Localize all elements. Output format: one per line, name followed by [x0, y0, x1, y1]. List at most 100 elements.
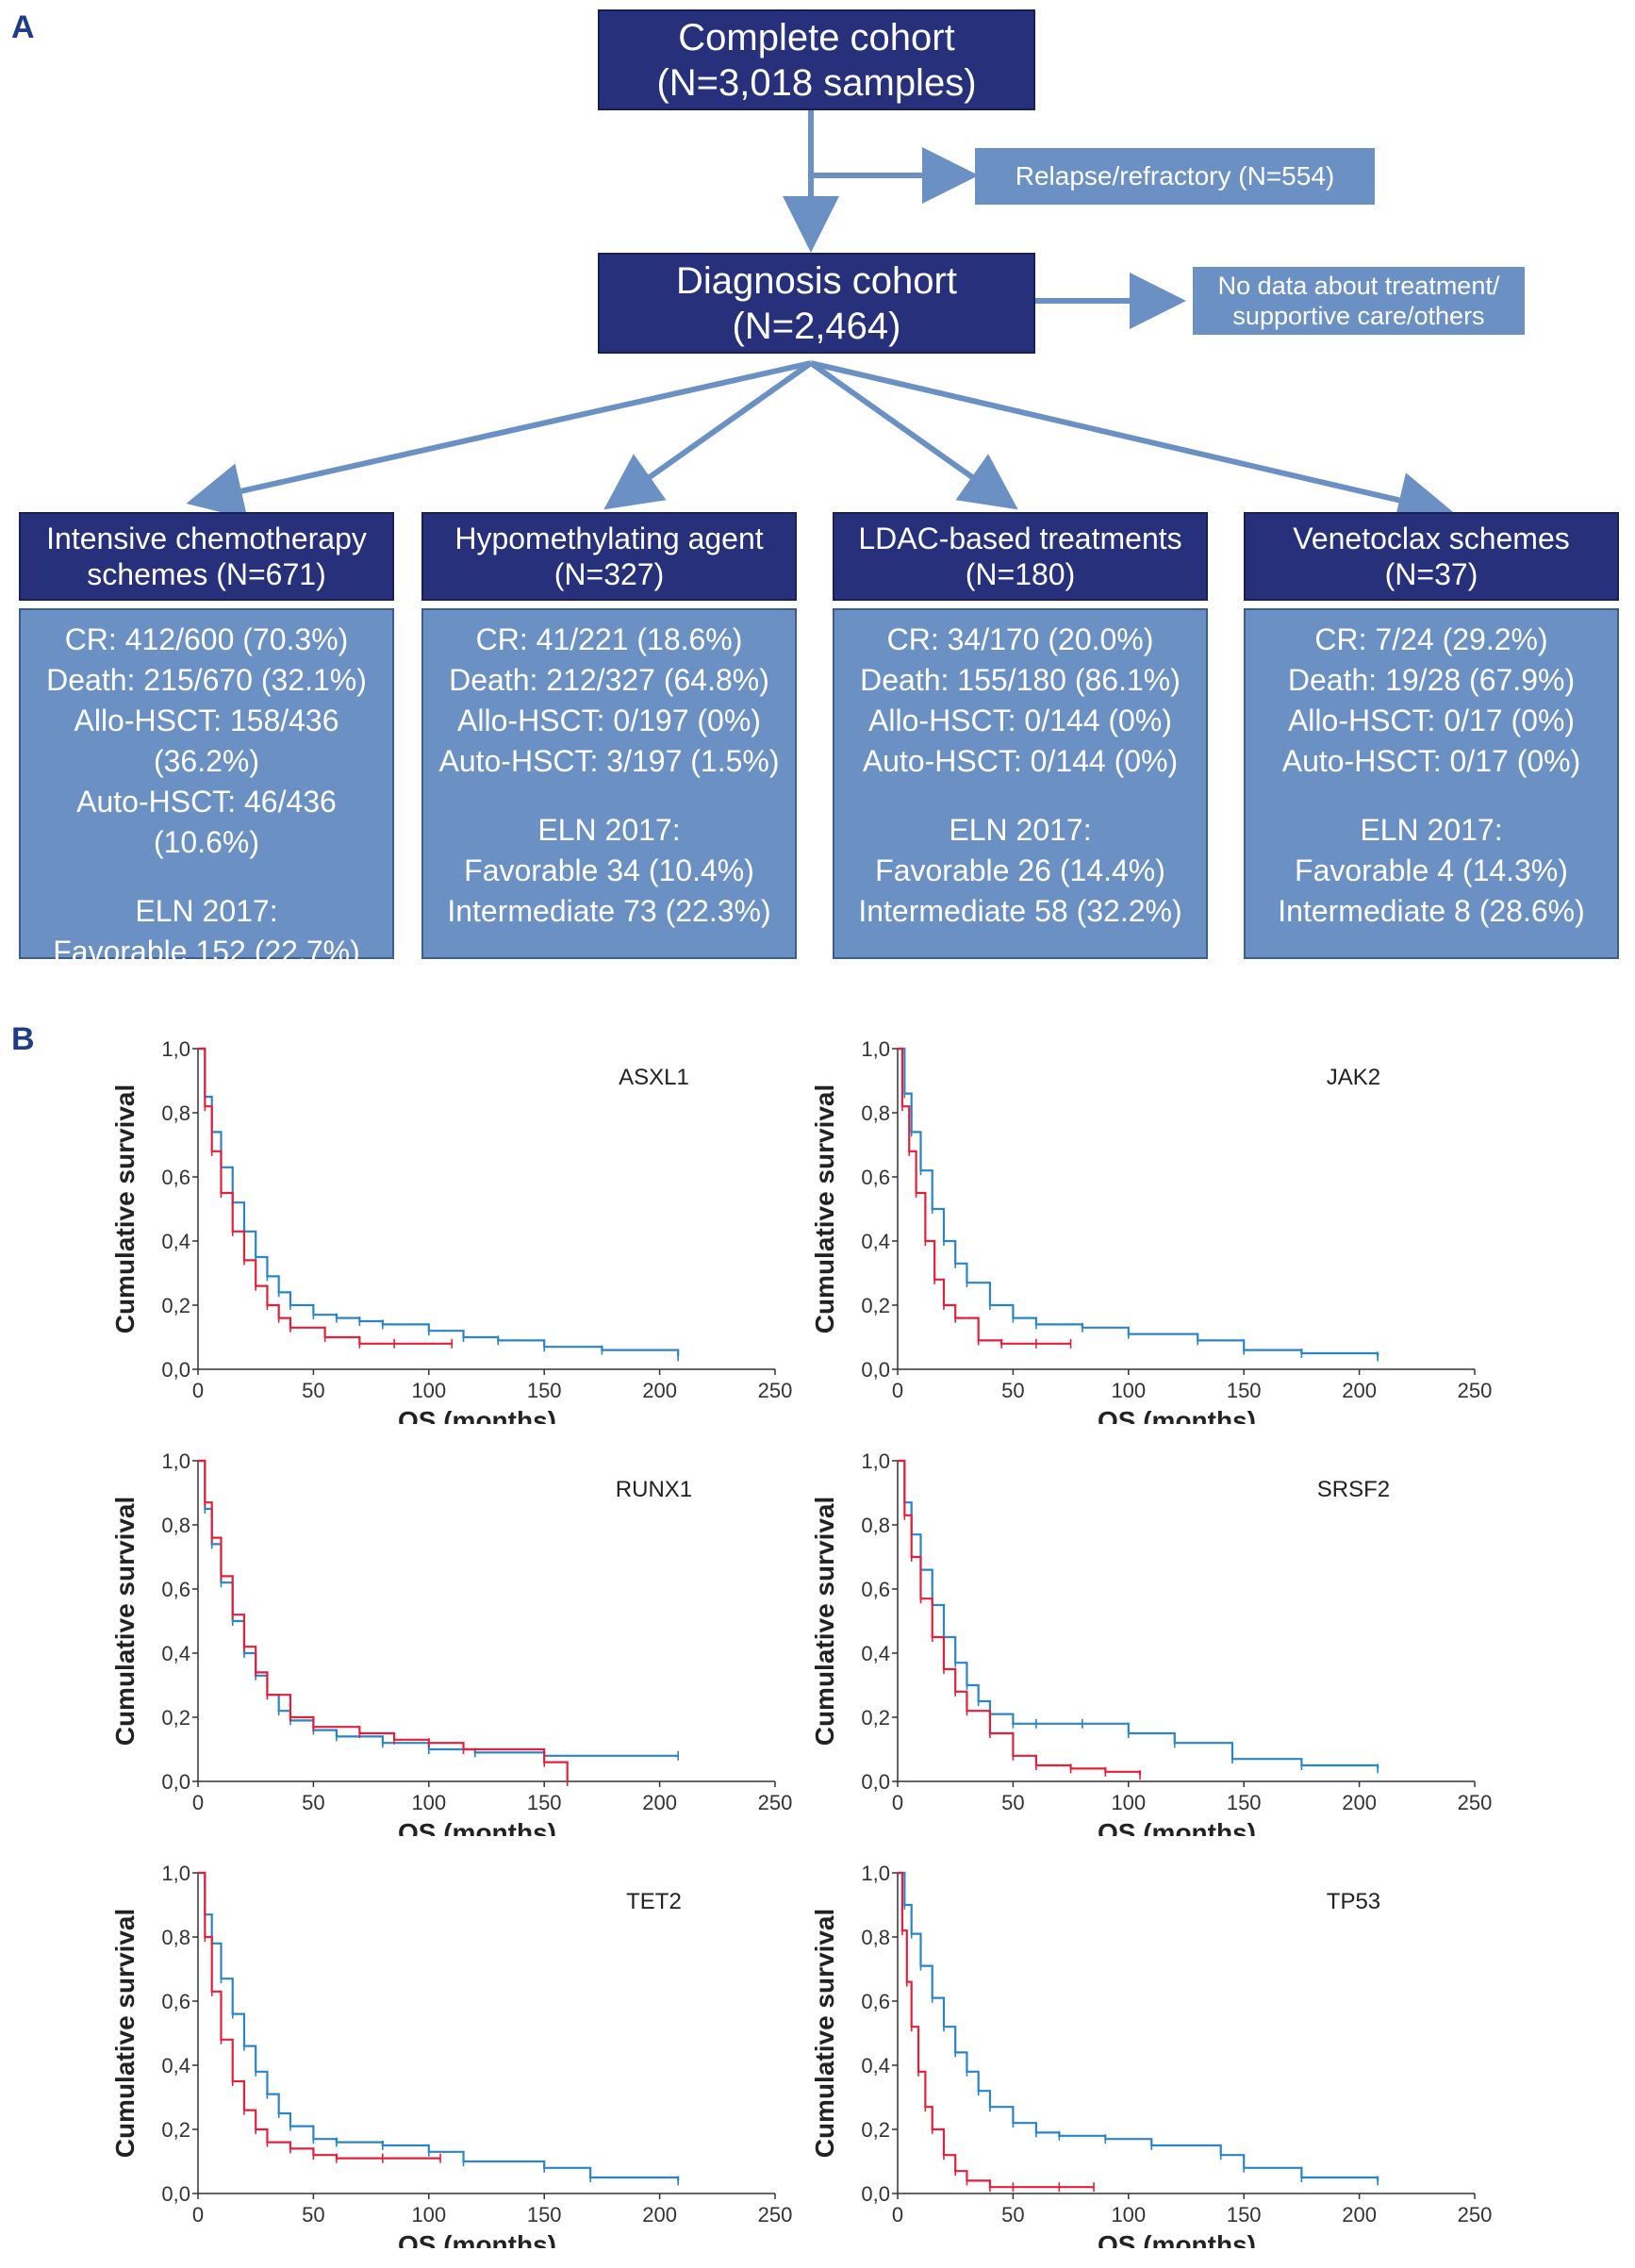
- x-tick-label: 200: [1342, 1791, 1377, 1814]
- nodata-line1: No data about treatment/: [1217, 271, 1500, 300]
- y-tick-label: 0,0: [861, 1770, 890, 1794]
- y-axis-title: Cumulative survival: [810, 1497, 839, 1747]
- y-tick-label: 1,0: [861, 1862, 890, 1885]
- gene-title: TP53: [1327, 1889, 1380, 1914]
- y-tick-label: 0,0: [161, 1770, 190, 1794]
- x-tick-label: 100: [1111, 1379, 1146, 1402]
- hma-header: Hypomethylating agent (N=327): [421, 512, 797, 601]
- x-tick-label: 200: [1342, 2203, 1377, 2227]
- y-tick-label: 0,2: [161, 1294, 190, 1317]
- hma-allo: Allo-HSCT: 0/197 (0%): [457, 704, 761, 737]
- intensive-details: CR: 412/600 (70.3%) Death: 215/670 (32.1…: [19, 608, 394, 1009]
- complete-cohort-title: Complete cohort: [678, 16, 955, 58]
- y-tick-label: 0,8: [161, 1101, 190, 1125]
- y-tick-label: 0,2: [861, 2118, 890, 2142]
- x-tick-label: 100: [411, 1379, 446, 1402]
- venetoclax-header: Venetoclax schemes (N=37): [1244, 512, 1619, 601]
- hma-title-1: Hypomethylating agent: [454, 521, 764, 555]
- y-tick-label: 0,0: [161, 2182, 190, 2206]
- diagnosis-cohort-box: Diagnosis cohort (N=2,464): [598, 253, 1035, 354]
- panel-b-label: B: [11, 1021, 35, 1057]
- x-tick-label: 0: [192, 1379, 204, 1402]
- y-tick-label: 0,0: [861, 2182, 890, 2206]
- venetoclax-auto: Auto-HSCT: 0/17 (0%): [1281, 744, 1581, 778]
- ldac-title-1: LDAC-based treatments: [858, 521, 1182, 555]
- y-tick-label: 0,0: [861, 1358, 890, 1382]
- y-tick-label: 0,4: [861, 1642, 890, 1665]
- x-axis-title: OS (months): [398, 1406, 556, 1424]
- y-tick-label: 0,2: [861, 1294, 890, 1317]
- y-tick-label: 0,6: [861, 1578, 890, 1601]
- x-axis-title: OS (months): [1098, 2230, 1256, 2248]
- y-tick-label: 0,6: [861, 1166, 890, 1189]
- x-tick-label: 250: [758, 2203, 793, 2227]
- x-tick-label: 50: [1001, 2203, 1024, 2227]
- km-chart-tet2: 0,0 0,2 0,4 0,6 0,8 1,0 0 50 100 150 200 250 OS (mon…: [110, 1862, 793, 2248]
- x-tick-label: 0: [892, 1791, 903, 1814]
- y-tick-label: 0,2: [161, 1706, 190, 1730]
- complete-cohort-count: (N=3,018 samples): [656, 61, 977, 104]
- km-line-wildtype: [898, 1047, 1379, 1357]
- y-tick-label: 0,4: [861, 2054, 890, 2078]
- hma-title-2: (N=327): [553, 557, 665, 591]
- hma-favorable: Favorable 34 (10.4%): [464, 853, 754, 887]
- y-tick-label: 0,8: [861, 1514, 890, 1537]
- hma-cr: CR: 41/221 (18.6%): [475, 622, 743, 656]
- diagnosis-cohort-count: (N=2,464): [732, 305, 901, 347]
- x-tick-label: 200: [1342, 1379, 1377, 1402]
- km-line-wildtype: [198, 1459, 679, 1757]
- x-tick-label: 0: [892, 1379, 903, 1402]
- arrow-to-venetoclax: [810, 360, 1455, 528]
- y-tick-label: 0,6: [161, 1166, 190, 1189]
- flow-arrows: [186, 110, 1455, 528]
- x-tick-label: 50: [1001, 1379, 1024, 1402]
- y-tick-label: 0,4: [161, 1230, 190, 1253]
- intensive-auto: Auto-HSCT: 46/436 (10.6%): [76, 785, 337, 859]
- x-tick-label: 250: [758, 1791, 793, 1814]
- y-tick-label: 0,6: [161, 1578, 190, 1601]
- panel-a-label: A: [11, 9, 35, 45]
- gene-title: RUNX1: [616, 1477, 692, 1502]
- km-chart-jak2: 0,0 0,2 0,4 0,6 0,8 1,0 0 50 100 150 200 250 OS (mon…: [810, 1037, 1493, 1424]
- ldac-allo: Allo-HSCT: 0/144 (0%): [868, 704, 1172, 737]
- relapse-label: Relapse/refractory (N=554): [1015, 161, 1335, 191]
- intensive-cr: CR: 412/600 (70.3%): [64, 622, 349, 656]
- ldac-details: CR: 34/170 (20.0%) Death: 155/180 (86.1%…: [833, 608, 1208, 959]
- km-line-mutated: [198, 1047, 453, 1345]
- x-tick-label: 150: [527, 2203, 562, 2227]
- y-tick-label: 0,6: [161, 1990, 190, 2013]
- x-tick-label: 150: [1227, 1791, 1262, 1814]
- x-tick-label: 50: [302, 2203, 324, 2227]
- intensive-death: Death: 215/670 (32.1%): [46, 663, 367, 697]
- hma-death: Death: 212/327 (64.8%): [449, 663, 769, 697]
- x-tick-label: 150: [527, 1379, 562, 1402]
- venetoclax-intermediate: Intermediate 8 (28.6%): [1278, 894, 1585, 928]
- y-tick-label: 1,0: [161, 1037, 190, 1061]
- ldac-intermediate: Intermediate 58 (32.2%): [858, 894, 1182, 928]
- x-tick-label: 200: [642, 2203, 677, 2227]
- y-tick-label: 0,4: [861, 1230, 890, 1253]
- hma-eln: ELN 2017:: [537, 813, 681, 847]
- nodata-box: No data about treatment/ supportive care…: [1193, 267, 1525, 335]
- km-chart-asxl1: 0,0 0,2 0,4 0,6 0,8 1,0 0 50 100 150 200 250 OS (mon…: [110, 1037, 792, 1424]
- km-chart-srsf2: 0,0 0,2 0,4 0,6 0,8 1,0 0 50 100 150 200 250 OS (mon…: [810, 1449, 1492, 1836]
- relapse-box: Relapse/refractory (N=554): [975, 148, 1375, 205]
- x-tick-label: 50: [1001, 1791, 1024, 1814]
- x-tick-label: 250: [1458, 1379, 1493, 1402]
- y-axis-title: Cumulative survival: [810, 1909, 839, 2159]
- y-axis-title: Cumulative survival: [110, 1909, 140, 2159]
- y-tick-label: 0,6: [861, 1990, 890, 2013]
- y-tick-label: 0,8: [861, 1101, 890, 1125]
- ldac-auto: Auto-HSCT: 0/144 (0%): [862, 744, 1179, 778]
- gene-title: TET2: [626, 1889, 682, 1914]
- arrow-to-ldac: [809, 360, 1018, 510]
- km-line-wildtype: [198, 1047, 680, 1357]
- x-tick-label: 200: [642, 1379, 677, 1402]
- hma-details: CR: 41/221 (18.6%) Death: 212/327 (64.8%…: [421, 608, 797, 959]
- y-tick-label: 1,0: [861, 1037, 890, 1061]
- y-axis-title: Cumulative survival: [110, 1084, 140, 1334]
- venetoclax-details: CR: 7/24 (29.2%) Death: 19/28 (67.9%) Al…: [1244, 608, 1619, 959]
- x-tick-label: 200: [642, 1791, 677, 1814]
- y-tick-label: 0,4: [161, 2054, 190, 2078]
- x-tick-label: 150: [1227, 1379, 1262, 1402]
